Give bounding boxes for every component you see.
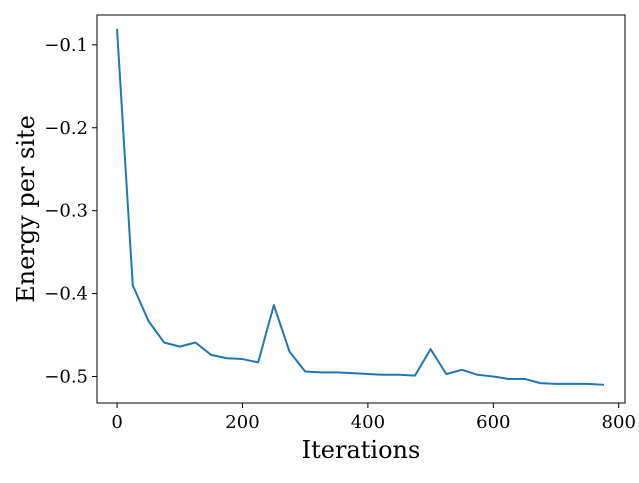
x-tick-label: 800 bbox=[602, 412, 636, 433]
ticks-layer: 0 200 400 600 800 −0.1 −0.2 −0.3 −0.4 −0.5 bbox=[44, 35, 636, 433]
x-axis-label: Iterations bbox=[302, 436, 421, 464]
y-tick-label: −0.3 bbox=[44, 201, 88, 222]
y-tick-label: −0.2 bbox=[44, 118, 88, 139]
y-tick-label: −0.1 bbox=[44, 35, 88, 56]
y-tick-label: −0.4 bbox=[44, 284, 88, 305]
x-tick-label: 600 bbox=[476, 412, 510, 433]
y-axis-label: Energy per site bbox=[12, 115, 40, 303]
y-tick-label: −0.5 bbox=[44, 366, 88, 387]
x-tick-label: 200 bbox=[225, 412, 259, 433]
plot-frame bbox=[96, 14, 626, 404]
series-layer bbox=[116, 28, 605, 386]
series-line bbox=[116, 28, 605, 386]
x-tick-label: 0 bbox=[111, 412, 122, 433]
x-tick-label: 400 bbox=[351, 412, 385, 433]
